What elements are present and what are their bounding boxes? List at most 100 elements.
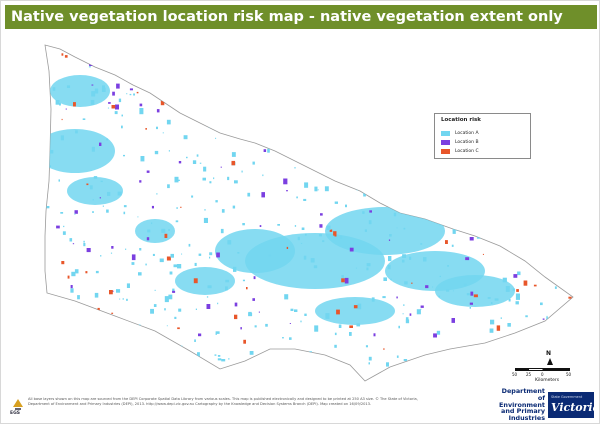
vegetation-patch bbox=[304, 313, 307, 316]
vegetation-patch bbox=[288, 358, 291, 361]
vegetation-patch bbox=[452, 290, 454, 292]
vegetation-patch bbox=[563, 254, 566, 258]
vegetation-patch bbox=[156, 126, 158, 130]
vegetation-patch bbox=[136, 91, 139, 94]
vegetation-patch bbox=[167, 45, 169, 48]
vegetation-patch bbox=[303, 198, 307, 201]
vegetation-patch bbox=[388, 239, 391, 241]
vegetation-patch bbox=[206, 304, 211, 309]
vegetation-patch bbox=[391, 126, 394, 131]
vegetation-patch bbox=[231, 367, 233, 370]
vegetation-patch bbox=[387, 264, 391, 270]
vegetation-patch bbox=[469, 307, 471, 309]
vegetation-patch bbox=[176, 207, 178, 209]
vegetation-patch bbox=[471, 212, 474, 216]
vegetation-patch bbox=[360, 179, 362, 181]
vegetation-patch bbox=[131, 262, 135, 265]
vegetation-patch bbox=[242, 279, 245, 282]
vegetation-patch bbox=[246, 73, 249, 75]
vegetation-patch bbox=[132, 43, 133, 44]
vegetation-patch bbox=[526, 89, 529, 92]
map-area: Location risk Location A Location B Loca… bbox=[5, 31, 597, 387]
vegetation-patch bbox=[383, 134, 385, 136]
vegetation-patch bbox=[463, 226, 467, 230]
vegetation-patch bbox=[252, 161, 255, 165]
vegetation-patch bbox=[220, 228, 224, 234]
vegetation-patch bbox=[83, 316, 87, 319]
scale-tick-3: 50 bbox=[566, 372, 572, 377]
vegetation-patch bbox=[111, 312, 114, 314]
vegetation-patch bbox=[166, 325, 168, 327]
vegetation-patch bbox=[307, 53, 311, 58]
vegetation-patch bbox=[212, 62, 214, 65]
vegetation-patch bbox=[508, 298, 511, 302]
vegetation-patch bbox=[566, 70, 569, 73]
vegetation-patch bbox=[60, 212, 64, 214]
vegetation-patch bbox=[112, 290, 114, 292]
vegetation-patch bbox=[214, 354, 217, 356]
vegetation-patch bbox=[383, 348, 385, 350]
vegetation-patch bbox=[329, 229, 333, 232]
vegetation-patch bbox=[92, 199, 94, 201]
vegetation-patch bbox=[320, 213, 323, 216]
legend-swatch-b bbox=[441, 139, 450, 145]
vegetation-patch bbox=[234, 379, 237, 381]
vegetation-patch bbox=[138, 60, 143, 63]
vegetation-patch bbox=[362, 211, 365, 214]
vegetation-patch bbox=[369, 210, 372, 213]
vegetation-patch bbox=[362, 78, 366, 82]
vegetation-patch bbox=[227, 240, 232, 245]
vegetation-patch bbox=[168, 150, 170, 152]
scale-unit: Kilometers bbox=[535, 378, 560, 383]
vegetation-patch bbox=[369, 74, 373, 77]
vegetation-patch bbox=[537, 359, 540, 363]
vegetation-patch bbox=[570, 324, 573, 329]
vegetation-patch bbox=[156, 109, 160, 113]
vegetation-patch bbox=[305, 158, 308, 163]
vegetation-patch bbox=[115, 104, 119, 110]
vegetation-patch bbox=[59, 102, 61, 106]
legend-swatch-c bbox=[441, 148, 450, 154]
vegetation-patch bbox=[289, 337, 292, 340]
vegetation-patch bbox=[196, 372, 199, 374]
vegetation-patch bbox=[230, 109, 234, 114]
vegetation-patch bbox=[139, 103, 143, 107]
victoria-badge-main: Victoria bbox=[551, 401, 600, 414]
vegetation-patch bbox=[425, 285, 429, 289]
vegetation-patch bbox=[518, 236, 521, 238]
vegetation-patch bbox=[179, 84, 182, 87]
vegetation-patch bbox=[215, 137, 217, 139]
vegetation-patch bbox=[411, 82, 414, 87]
vegetation-patch bbox=[512, 288, 515, 291]
vegetation-patch bbox=[193, 278, 198, 284]
vegetation-patch bbox=[192, 160, 197, 164]
vegetation-patch bbox=[404, 281, 408, 285]
vegetation-patch bbox=[70, 288, 74, 293]
vegetation-patch bbox=[73, 102, 76, 107]
vegetation-patch bbox=[203, 217, 208, 223]
vegetation-patch bbox=[145, 263, 147, 266]
vegetation-patch bbox=[48, 165, 52, 167]
vegetation-patch bbox=[162, 132, 164, 134]
vegetation-patch bbox=[438, 295, 441, 298]
vegetation-patch bbox=[405, 319, 410, 324]
vegetation-patch bbox=[90, 169, 92, 171]
vegetation-patch bbox=[122, 373, 126, 376]
vegetation-patch bbox=[494, 99, 497, 102]
vegetation-patch bbox=[465, 48, 468, 52]
vegetation-patch bbox=[216, 252, 220, 258]
vegetation-patch bbox=[93, 176, 98, 179]
vegetation-patch bbox=[206, 374, 208, 375]
vegetation-patch bbox=[498, 161, 503, 166]
vegetation-patch bbox=[101, 87, 106, 92]
vegetation-patch bbox=[177, 179, 180, 181]
vegetation-patch bbox=[243, 132, 245, 134]
vegetation-patch bbox=[75, 130, 78, 134]
vegetation-patch bbox=[308, 93, 313, 97]
vegetation-patch bbox=[379, 85, 384, 89]
vegetation-patch bbox=[300, 122, 304, 127]
vegetation-patch bbox=[125, 248, 127, 250]
vegetation-patch bbox=[325, 313, 330, 319]
vegetation-patch bbox=[67, 275, 70, 279]
vegetation-patch bbox=[345, 120, 349, 123]
